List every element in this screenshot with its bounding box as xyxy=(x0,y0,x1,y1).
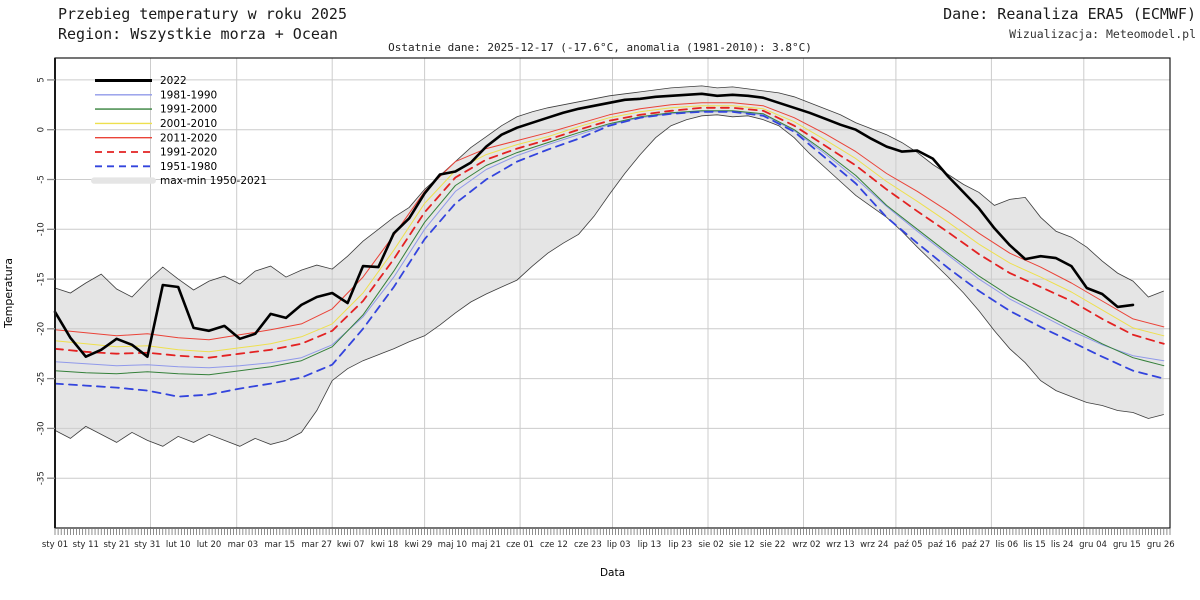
legend: 2022 1981-1990 1991-2000 2001-2010 2011-2020… xyxy=(91,75,267,187)
x-tick-label: maj 21 xyxy=(472,540,501,550)
x-tick-label: sty 11 xyxy=(73,540,99,550)
series-1991-2020 xyxy=(54,106,1165,359)
x-tick-label: sie 12 xyxy=(729,540,755,550)
last-data-note: Ostatnie dane: 2025-12-17 (-17.6°C, anom… xyxy=(388,41,812,54)
x-tick-label: sty 31 xyxy=(134,540,160,550)
legend-item: 1981-1990 xyxy=(95,89,217,101)
legend-item: 1951-1980 xyxy=(95,161,217,173)
x-tick-label: mar 15 xyxy=(265,540,296,550)
legend-label: 2001-2010 xyxy=(160,118,217,130)
x-tick-label: cze 23 xyxy=(574,540,602,550)
x-tick-label: lis 24 xyxy=(1051,540,1074,550)
legend-label: max-min 1950-2021 xyxy=(160,175,267,187)
legend-item: 1991-2020 xyxy=(95,147,217,159)
x-tick-label: lip 23 xyxy=(668,540,692,550)
x-tick-label: kwi 07 xyxy=(337,540,365,550)
legend-item: 1991-2000 xyxy=(95,104,217,116)
chart-region-subtitle: Region: Wszystkie morza + Ocean xyxy=(58,25,338,43)
x-tick-label: wrz 02 xyxy=(792,540,820,550)
x-tick-label: lut 20 xyxy=(197,540,222,550)
x-axis-daily-ticks xyxy=(54,529,1171,535)
y-tick-label: -10 xyxy=(37,222,47,236)
legend-label: 2022 xyxy=(160,75,187,87)
x-tick-label: paź 16 xyxy=(928,540,957,550)
legend-item: max-min 1950-2021 xyxy=(91,175,267,187)
visualization-credit: Wizualizacja: Meteomodel.pl xyxy=(1009,27,1196,41)
series-1951-1980 xyxy=(54,110,1165,398)
legend-label: 1991-2000 xyxy=(160,104,217,116)
x-tick-label: cze 12 xyxy=(540,540,568,550)
series-2001-2010 xyxy=(54,105,1165,353)
y-tick-label: -25 xyxy=(37,372,47,386)
y-tick-label: -20 xyxy=(37,322,47,336)
y-tick-label: -15 xyxy=(37,272,47,286)
y-tick-label: 5 xyxy=(37,77,47,82)
y-tick-label: -30 xyxy=(37,421,47,435)
legend-band-swatch xyxy=(91,177,156,184)
legend-label: 2011-2020 xyxy=(160,132,217,144)
legend-label: 1951-1980 xyxy=(160,161,217,173)
x-tick-label: gru 15 xyxy=(1113,540,1141,550)
x-tick-label: sie 02 xyxy=(698,540,724,550)
series-2022 xyxy=(53,92,1135,359)
x-tick-label: paź 05 xyxy=(894,540,923,550)
x-tick-label: mar 03 xyxy=(228,540,259,550)
x-axis-ticks: sty 01 sty 11 sty 21 sty 31 lut 10 lut 20 mar … xyxy=(42,540,1175,550)
y-tick-label: 0 xyxy=(37,127,47,132)
x-tick-label: lis 06 xyxy=(995,540,1018,550)
series-1981-1990 xyxy=(54,111,1165,369)
x-tick-label: kwi 18 xyxy=(371,540,399,550)
x-tick-label: maj 10 xyxy=(438,540,467,550)
legend-item: 2022 xyxy=(95,75,187,87)
y-tick-label: -5 xyxy=(37,175,47,183)
legend-label: 1991-2020 xyxy=(160,147,217,159)
band-min-edge xyxy=(54,114,1164,447)
y-axis-title: Temperatura xyxy=(2,258,15,329)
x-axis-title: Data xyxy=(600,567,625,579)
x-tick-label: kwi 29 xyxy=(405,540,433,550)
x-tick-label: lip 03 xyxy=(607,540,631,550)
x-tick-label: sty 01 xyxy=(42,540,68,550)
x-tick-label: lip 13 xyxy=(638,540,662,550)
x-tick-label: lis 15 xyxy=(1023,540,1046,550)
x-tick-label: wrz 24 xyxy=(860,540,888,550)
band-max-edge xyxy=(54,85,1164,298)
x-tick-label: cze 01 xyxy=(506,540,534,550)
series-1991-2000 xyxy=(54,110,1165,376)
series-2011-2020 xyxy=(54,102,1165,341)
legend-item: 2011-2020 xyxy=(95,132,217,144)
x-tick-label: sty 21 xyxy=(103,540,129,550)
x-tick-label: mar 27 xyxy=(302,540,333,550)
y-axis-ticks: 5 0 -5 -10 -15 -20 -25 -30 -35 xyxy=(37,77,55,485)
legend-label: 1981-1990 xyxy=(160,89,217,101)
legend-item: 2001-2010 xyxy=(95,118,217,130)
x-tick-label: gru 04 xyxy=(1079,540,1107,550)
y-tick-label: -35 xyxy=(37,471,47,485)
x-tick-label: lut 10 xyxy=(166,540,191,550)
data-source-label: Dane: Reanaliza ERA5 (ECMWF) xyxy=(943,5,1196,23)
x-tick-label: paź 27 xyxy=(962,540,991,550)
chart-title: Przebieg temperatury w roku 2025 xyxy=(58,5,347,23)
x-tick-label: gru 26 xyxy=(1147,540,1175,550)
x-tick-label: sie 22 xyxy=(760,540,786,550)
x-tick-label: wrz 13 xyxy=(826,540,854,550)
